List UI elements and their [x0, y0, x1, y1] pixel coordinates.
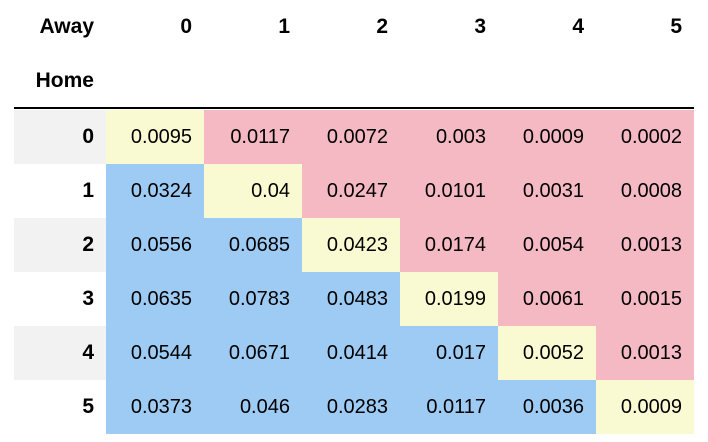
probability-cell: 0.0009: [596, 380, 694, 434]
probability-cell: 0.0101: [400, 164, 498, 218]
probability-cell: 0.0671: [204, 326, 302, 380]
table-row: 4 0.0544 0.0671 0.0414 0.017 0.0052 0.0013: [14, 326, 694, 380]
probability-cell: 0.0036: [498, 380, 596, 434]
probability-cell: 0.017: [400, 326, 498, 380]
column-header-row: Away 0 1 2 3 4 5: [14, 0, 694, 54]
probability-cell: 0.0783: [204, 272, 302, 326]
probability-cell: 0.0685: [204, 218, 302, 272]
row-axis-label: Home: [35, 69, 94, 92]
row-index: 0: [14, 110, 106, 164]
probability-cell: 0.046: [204, 380, 302, 434]
probability-cell: 0.0556: [106, 218, 204, 272]
row-axis-label-row: Home: [14, 54, 694, 108]
probability-cell: 0.0117: [204, 110, 302, 164]
column-header: 0: [180, 15, 192, 38]
column-header: 5: [670, 15, 682, 38]
row-index: 4: [14, 326, 106, 380]
column-header: 4: [572, 15, 584, 38]
probability-cell: 0.0061: [498, 272, 596, 326]
probability-cell: 0.0013: [596, 218, 694, 272]
column-header: 2: [376, 15, 388, 38]
probability-cell: 0.0373: [106, 380, 204, 434]
row-index: 1: [14, 164, 106, 218]
row-index: 3: [14, 272, 106, 326]
probability-cell: 0.0544: [106, 326, 204, 380]
column-header: 1: [278, 15, 290, 38]
probability-cell: 0.0247: [302, 164, 400, 218]
table-row: 0 0.0095 0.0117 0.0072 0.003 0.0009 0.0002: [14, 110, 694, 164]
column-axis-label: Away: [39, 15, 94, 38]
probability-cell: 0.0009: [498, 110, 596, 164]
probability-cell: 0.003: [400, 110, 498, 164]
probability-cell: 0.0117: [400, 380, 498, 434]
probability-cell: 0.0483: [302, 272, 400, 326]
probability-cell: 0.0015: [596, 272, 694, 326]
probability-cell: 0.0174: [400, 218, 498, 272]
probability-cell: 0.0031: [498, 164, 596, 218]
probability-cell: 0.0324: [106, 164, 204, 218]
probability-cell: 0.0635: [106, 272, 204, 326]
probability-cell: 0.0095: [106, 110, 204, 164]
probability-cell: 0.0283: [302, 380, 400, 434]
probability-cell: 0.0002: [596, 110, 694, 164]
probability-cell: 0.0414: [302, 326, 400, 380]
header-divider: [14, 107, 694, 109]
row-index: 5: [14, 380, 106, 434]
score-probability-table: Away 0 1 2 3 4 5 Home: [14, 0, 694, 108]
table-row: 1 0.0324 0.04 0.0247 0.0101 0.0031 0.0008: [14, 164, 694, 218]
table-row: 3 0.0635 0.0783 0.0483 0.0199 0.0061 0.0015: [14, 272, 694, 326]
probability-cell: 0.0423: [302, 218, 400, 272]
probability-cell: 0.0052: [498, 326, 596, 380]
table-body: 0 0.0095 0.0117 0.0072 0.003 0.0009 0.0002 1 0.0…: [14, 110, 694, 434]
table-row: 5 0.0373 0.046 0.0283 0.0117 0.0036 0.0009: [14, 380, 694, 434]
probability-cell: 0.0013: [596, 326, 694, 380]
table-row: 2 0.0556 0.0685 0.0423 0.0174 0.0054 0.0013: [14, 218, 694, 272]
probability-cell: 0.0072: [302, 110, 400, 164]
probability-cell: 0.0008: [596, 164, 694, 218]
probability-cell: 0.0054: [498, 218, 596, 272]
row-index: 2: [14, 218, 106, 272]
probability-cell: 0.04: [204, 164, 302, 218]
column-header: 3: [474, 15, 486, 38]
probability-cell: 0.0199: [400, 272, 498, 326]
